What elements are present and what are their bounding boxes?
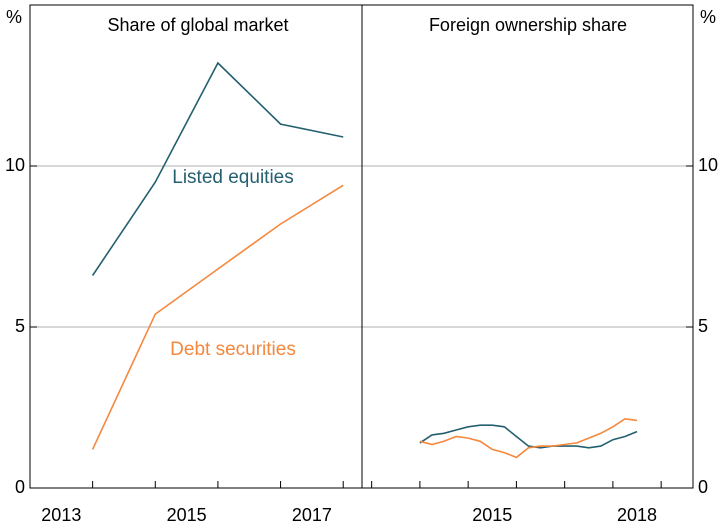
series-line bbox=[91, 61, 344, 276]
y-tick-label: 10 bbox=[5, 155, 25, 175]
panel-title: Foreign ownership share bbox=[429, 15, 627, 35]
y-unit: % bbox=[700, 7, 716, 27]
y-tick-label: 10 bbox=[698, 155, 718, 175]
series-line bbox=[419, 417, 638, 459]
panel-title: Share of global market bbox=[107, 15, 288, 35]
y-tick-label: 5 bbox=[15, 316, 25, 336]
series-label: Debt securities bbox=[170, 339, 296, 360]
y-unit: % bbox=[6, 7, 22, 27]
x-tick-label: 2013 bbox=[41, 505, 81, 525]
x-tick-label: 2015 bbox=[167, 505, 207, 525]
y-tick-label: 0 bbox=[15, 477, 25, 497]
series-line bbox=[419, 424, 638, 449]
y-tick-label: 0 bbox=[698, 477, 708, 497]
series-label: Listed equities bbox=[172, 167, 293, 188]
x-tick-label: 2018 bbox=[617, 505, 657, 525]
y-tick-label: 5 bbox=[698, 316, 708, 336]
series-line bbox=[91, 184, 344, 450]
x-tick-label: 2015 bbox=[472, 505, 512, 525]
x-tick-label: 2017 bbox=[292, 505, 332, 525]
